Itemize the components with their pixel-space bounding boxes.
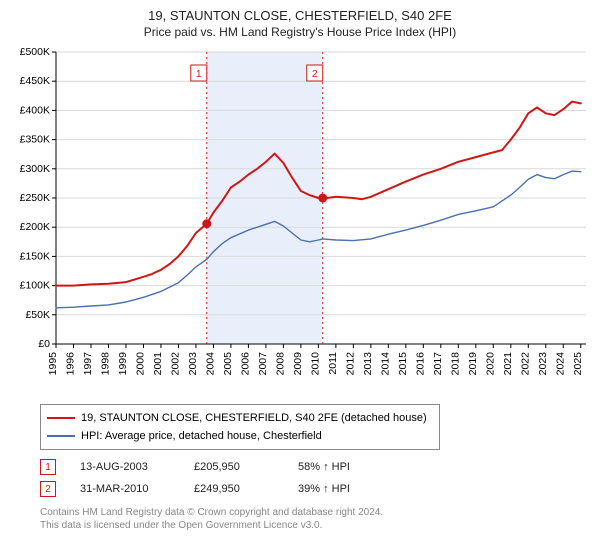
svg-text:2003: 2003: [187, 352, 199, 376]
legend-swatch-red: [47, 417, 75, 419]
sale-date: 13-AUG-2003: [80, 461, 170, 473]
svg-text:£250K: £250K: [20, 192, 50, 204]
svg-text:£0: £0: [38, 338, 50, 350]
sale-events: 1 13-AUG-2003 £205,950 58% ↑ HPI 2 31-MA…: [40, 456, 590, 500]
svg-text:2001: 2001: [152, 352, 164, 376]
svg-text:2021: 2021: [502, 352, 514, 376]
sale-badge-2: 2: [40, 481, 56, 497]
sale-diff: 58% ↑ HPI: [298, 461, 350, 473]
price-chart: £0 £50K £100K £150K £200K £250K £300K £350K £400…: [10, 46, 590, 396]
svg-text:£100K: £100K: [20, 280, 50, 292]
svg-text:2023: 2023: [537, 352, 549, 376]
sale-row: 2 31-MAR-2010 £249,950 39% ↑ HPI: [40, 478, 590, 500]
legend: 19, STAUNTON CLOSE, CHESTERFIELD, S40 2F…: [40, 404, 440, 450]
svg-text:2006: 2006: [239, 352, 251, 376]
svg-text:£500K: £500K: [20, 46, 50, 58]
svg-text:2015: 2015: [397, 352, 409, 376]
svg-text:2024: 2024: [554, 352, 566, 376]
svg-text:1997: 1997: [82, 352, 94, 376]
svg-text:1998: 1998: [99, 352, 111, 376]
sale-price: £249,950: [194, 483, 274, 495]
svg-text:£200K: £200K: [20, 222, 50, 234]
svg-text:2013: 2013: [362, 352, 374, 376]
svg-text:2009: 2009: [292, 352, 304, 376]
svg-text:2022: 2022: [519, 352, 531, 376]
svg-text:2: 2: [312, 69, 318, 80]
svg-text:2000: 2000: [134, 352, 146, 376]
legend-item-red: 19, STAUNTON CLOSE, CHESTERFIELD, S40 2F…: [47, 409, 433, 427]
svg-text:2016: 2016: [414, 352, 426, 376]
svg-text:2012: 2012: [344, 352, 356, 376]
svg-text:2019: 2019: [467, 352, 479, 376]
sale-row: 1 13-AUG-2003 £205,950 58% ↑ HPI: [40, 456, 590, 478]
svg-text:2005: 2005: [222, 352, 234, 376]
svg-text:2008: 2008: [274, 352, 286, 376]
svg-text:£400K: £400K: [20, 105, 50, 117]
svg-text:2004: 2004: [204, 352, 216, 376]
svg-text:2011: 2011: [327, 352, 339, 375]
legend-swatch-blue: [47, 435, 75, 437]
svg-text:2025: 2025: [572, 352, 584, 376]
svg-text:2007: 2007: [257, 352, 269, 376]
svg-text:1996: 1996: [64, 352, 76, 376]
svg-text:2014: 2014: [379, 352, 391, 376]
svg-text:2002: 2002: [169, 352, 181, 376]
footer-line: Contains HM Land Registry data © Crown c…: [40, 506, 590, 519]
legend-label-red: 19, STAUNTON CLOSE, CHESTERFIELD, S40 2F…: [81, 412, 427, 424]
legend-label-blue: HPI: Average price, detached house, Ches…: [81, 430, 322, 442]
svg-text:£300K: £300K: [20, 163, 50, 175]
svg-text:£350K: £350K: [20, 134, 50, 146]
svg-text:2010: 2010: [309, 352, 321, 376]
legend-item-blue: HPI: Average price, detached house, Ches…: [47, 427, 433, 445]
sale-diff: 39% ↑ HPI: [298, 483, 350, 495]
svg-text:1: 1: [196, 69, 202, 80]
svg-text:1999: 1999: [117, 352, 129, 376]
footer-line: This data is licensed under the Open Gov…: [40, 519, 590, 532]
svg-text:2018: 2018: [449, 352, 461, 376]
svg-text:£450K: £450K: [20, 76, 50, 88]
svg-text:£150K: £150K: [20, 251, 50, 263]
sale-badge-1: 1: [40, 459, 56, 475]
sale-price: £205,950: [194, 461, 274, 473]
svg-text:2017: 2017: [432, 352, 444, 376]
sale-date: 31-MAR-2010: [80, 483, 170, 495]
svg-text:£50K: £50K: [25, 309, 50, 321]
footer: Contains HM Land Registry data © Crown c…: [40, 506, 590, 532]
page-title: 19, STAUNTON CLOSE, CHESTERFIELD, S40 2F…: [10, 8, 590, 25]
page-subtitle: Price paid vs. HM Land Registry's House …: [10, 25, 590, 41]
svg-text:1995: 1995: [47, 352, 59, 376]
svg-text:2020: 2020: [484, 352, 496, 376]
